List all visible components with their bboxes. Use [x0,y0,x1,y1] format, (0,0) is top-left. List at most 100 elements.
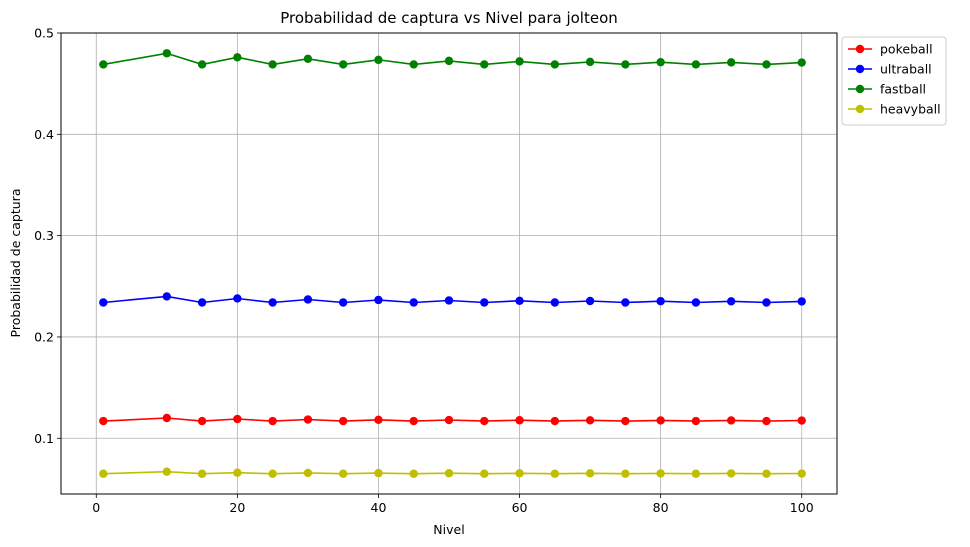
legend-item-pokeball: pokeball [848,42,933,57]
data-point-ultraball [762,298,771,307]
data-point-ultraball [656,296,665,306]
legend-item-fastball: fastball [848,82,926,97]
data-point-heavyball [656,469,665,478]
legend-marker [855,104,865,114]
data-point-pokeball [480,416,489,426]
data-point-heavyball [268,469,277,478]
data-point-heavyball [374,468,383,478]
data-point-ultraball [585,296,595,306]
data-point-pokeball [303,415,313,424]
data-point-fastball [726,58,736,67]
legend-marker [855,84,865,94]
data-point-pokeball [338,416,348,426]
data-point-ultraball [621,298,630,307]
data-point-fastball [197,60,207,69]
data-point-heavyball [99,469,108,478]
data-point-pokeball [550,416,560,426]
data-point-ultraball [409,298,418,307]
data-point-ultraball [233,294,242,303]
data-point-heavyball [515,469,524,478]
data-point-heavyball [797,469,806,478]
data-point-fastball [797,58,806,67]
series-group [99,49,806,478]
series-fastball [99,49,806,69]
data-point-pokeball [797,416,806,425]
data-point-fastball [338,60,348,69]
data-point-fastball [550,60,560,69]
data-point-ultraball [444,296,454,305]
data-point-ultraball [268,298,277,307]
series-heavyball [99,467,806,478]
legend: pokeball ultraball fastball heavyball [841,36,947,126]
data-point-pokeball [233,414,242,424]
y-tick-label: 0.4 [34,127,54,142]
series-ultraball [99,292,806,307]
data-point-ultraball [374,295,383,305]
x-tick-label: 100 [790,500,814,515]
x-axis-title: Nivel [433,522,464,537]
data-point-pokeball [374,415,383,425]
data-point-heavyball [621,469,630,478]
y-tick-label: 0.1 [34,431,54,446]
data-point-pokeball [197,416,207,426]
data-point-heavyball [762,469,771,478]
data-point-fastball [480,60,489,69]
data-point-fastball [515,57,524,66]
x-axis-ticks: 0 20 40 60 80 100 [92,494,814,515]
chart-title: Probabilidad de captura vs Nivel para jo… [280,9,618,27]
y-axis-ticks: 0.1 0.2 0.3 0.4 0.5 [34,26,61,446]
data-point-fastball [409,60,418,69]
y-axis-title: Probabilidad de captura [8,189,23,338]
legend-item-heavyball: heavyball [848,102,941,117]
data-point-heavyball [691,469,701,478]
data-point-heavyball [233,468,242,477]
data-point-heavyball [550,469,560,478]
x-tick-label: 60 [512,500,528,515]
data-point-fastball [374,55,383,65]
data-point-ultraball [197,298,207,307]
y-tick-label: 0.2 [34,329,54,344]
y-tick-label: 0.5 [34,26,54,41]
data-point-pokeball [762,416,771,426]
legend-marker [855,44,865,54]
data-point-fastball [762,60,771,69]
legend-marker [855,64,865,74]
data-point-fastball [691,60,701,69]
data-point-ultraball [162,292,172,301]
data-point-pokeball [444,415,454,425]
legend-label: ultraball [880,62,932,77]
data-point-pokeball [162,413,172,423]
data-point-fastball [233,53,242,62]
data-point-ultraball [550,298,560,307]
legend-frame [841,36,947,126]
legend-label: heavyball [880,102,941,117]
data-point-ultraball [797,297,806,306]
series-line-fastball [103,52,802,66]
data-point-fastball [444,56,454,66]
data-point-ultraball [691,298,701,307]
data-point-pokeball [99,416,108,426]
data-point-heavyball [726,469,736,478]
data-point-ultraball [338,298,348,307]
data-point-heavyball [444,469,454,478]
data-point-fastball [621,60,630,69]
series-line-heavyball [103,470,802,475]
data-point-pokeball [515,416,524,425]
data-point-heavyball [162,467,172,476]
data-point-pokeball [621,416,630,426]
series-line-ultraball [103,295,802,304]
series-pokeball [99,413,806,426]
data-point-pokeball [585,416,595,425]
data-point-fastball [162,49,172,58]
x-tick-label: 0 [92,500,100,515]
x-tick-label: 40 [371,500,387,515]
data-point-pokeball [726,416,736,425]
plot-frame [60,32,838,495]
x-tick-label: 80 [653,500,669,515]
data-point-heavyball [303,468,313,478]
legend-label: fastball [880,82,926,97]
data-point-heavyball [585,469,595,478]
data-point-pokeball [409,416,418,426]
series-line-pokeball [103,417,802,422]
